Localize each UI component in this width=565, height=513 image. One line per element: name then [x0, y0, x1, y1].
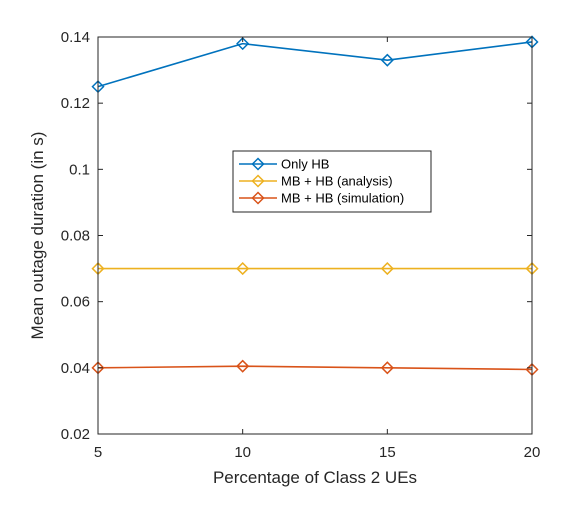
legend-label: Only HB	[281, 157, 329, 172]
y-tick-label: 0.02	[61, 426, 90, 443]
y-axis-label: Mean outage duration (in s)	[28, 132, 47, 340]
x-axis-label: Percentage of Class 2 UEs	[213, 468, 417, 487]
data-point-marker	[380, 361, 394, 375]
legend-entry: MB + HB (analysis)	[239, 174, 393, 189]
data-point-marker	[236, 262, 250, 276]
legend-marker	[251, 174, 265, 188]
data-point-marker	[380, 262, 394, 276]
data-point-marker	[236, 37, 250, 51]
x-tick-label: 15	[379, 444, 396, 461]
y-tick-label: 0.1	[69, 161, 90, 178]
legend: Only HB MB + HB (analysis) MB + HB (simula…	[232, 150, 432, 213]
tick-layer: 5 10 15 20 0.02 0.04 0.06 0.08 0.1 0.12 0.14	[61, 29, 541, 461]
legend-label: MB + HB (analysis)	[281, 174, 393, 189]
series-3	[91, 359, 539, 377]
y-tick-label: 0.04	[61, 360, 90, 377]
y-tick-label: 0.12	[61, 95, 90, 112]
legend-label: MB + HB (simulation)	[281, 191, 404, 206]
series-line	[97, 365, 533, 371]
data-point-marker	[380, 53, 394, 67]
legend-marker	[251, 157, 265, 171]
legend-entry: Only HB	[239, 157, 329, 172]
x-tick-label: 10	[234, 444, 251, 461]
x-tick-label: 20	[524, 444, 541, 461]
plot-area	[98, 37, 532, 434]
y-tick-label: 0.06	[61, 294, 90, 311]
y-tick-label: 0.08	[61, 228, 90, 245]
legend-entry: MB + HB (simulation)	[239, 191, 404, 206]
x-tick-label: 5	[94, 444, 102, 461]
legend-marker	[251, 191, 265, 205]
series-layer	[91, 35, 539, 377]
data-point-marker	[236, 359, 250, 373]
y-tick-label: 0.14	[61, 29, 90, 46]
series-line	[97, 41, 533, 88]
